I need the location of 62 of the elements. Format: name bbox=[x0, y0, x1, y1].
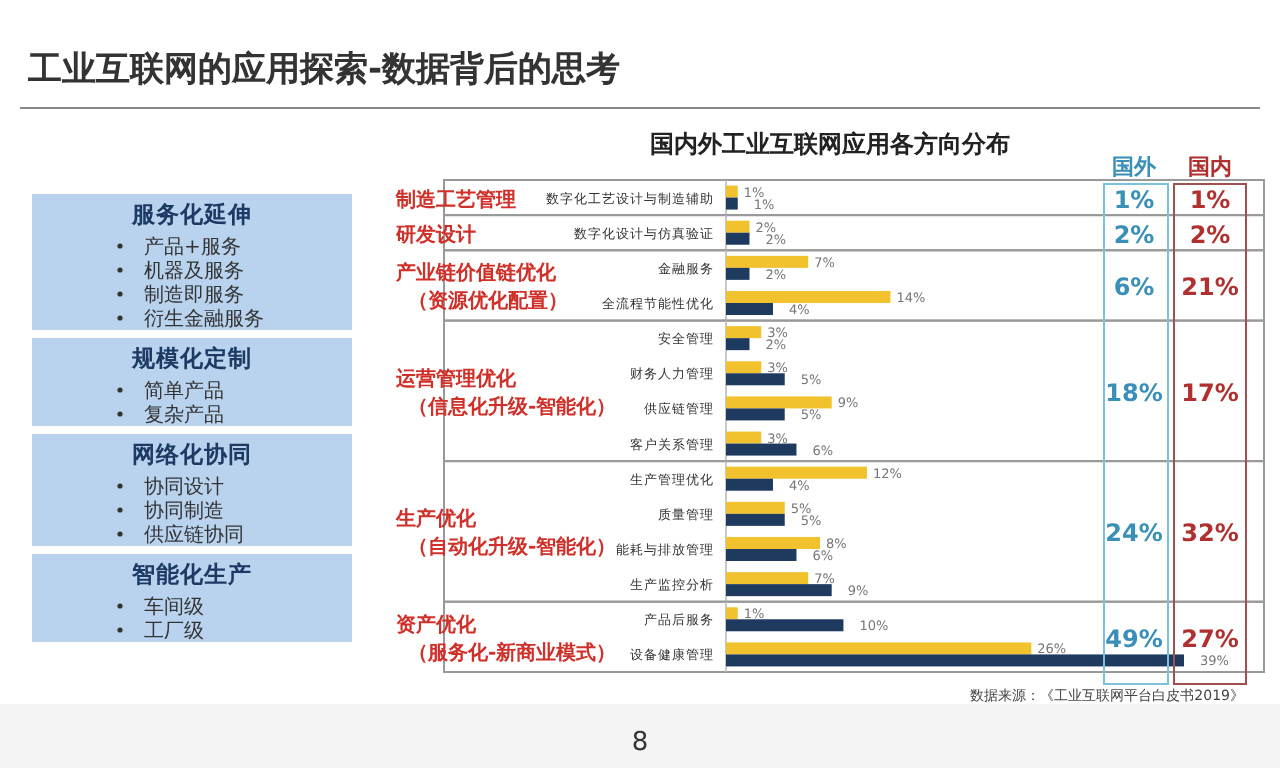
text: 17% bbox=[1181, 378, 1239, 407]
bar bbox=[726, 255, 809, 268]
bar bbox=[726, 291, 891, 303]
text: 24% bbox=[1105, 519, 1163, 548]
text: 复杂产品 bbox=[144, 403, 224, 427]
text: 国外 bbox=[1112, 154, 1158, 180]
text: 产品+服务 bbox=[144, 235, 241, 259]
y-axis-title: 资产优化（服务化-新商业模式） bbox=[396, 612, 617, 665]
y-axis-title: 运营管理优化（信息化升级-智能化） bbox=[394, 366, 617, 419]
text: 2% bbox=[1189, 220, 1231, 249]
text: 国内外工业互联网应用各方向分布 bbox=[650, 130, 1010, 158]
text: 21% bbox=[1181, 273, 1239, 302]
text: 国内 bbox=[1188, 154, 1232, 180]
bar bbox=[726, 607, 738, 620]
text: 1% bbox=[1189, 185, 1231, 214]
bar bbox=[726, 501, 785, 514]
text: 6% bbox=[1113, 273, 1155, 302]
annotation: 49% bbox=[1105, 624, 1163, 653]
text: 8 bbox=[631, 728, 649, 758]
bar bbox=[726, 549, 797, 561]
bar bbox=[726, 361, 762, 374]
text: 简单产品 bbox=[144, 379, 224, 403]
bar bbox=[726, 478, 773, 491]
bar bbox=[726, 642, 1032, 655]
bar bbox=[726, 654, 1184, 667]
text: 车间级 bbox=[144, 595, 204, 619]
text: 智能化生产 bbox=[130, 560, 252, 588]
bar bbox=[726, 431, 762, 444]
text: 供应链协同 bbox=[144, 523, 244, 547]
bar bbox=[726, 466, 867, 479]
text: 机器及服务 bbox=[144, 259, 244, 283]
bar bbox=[726, 326, 762, 339]
bar bbox=[726, 537, 820, 549]
y-axis-title: 研发设计 bbox=[394, 222, 476, 247]
bar bbox=[726, 303, 773, 315]
text: 网络化协同 bbox=[132, 440, 252, 468]
annotation: 27% bbox=[1181, 624, 1239, 653]
bar bbox=[726, 513, 785, 526]
bar bbox=[726, 408, 785, 421]
bar bbox=[726, 338, 750, 351]
text: 协同制造 bbox=[144, 499, 224, 523]
text: 工业互联网的应用探索-数据背后的思考 bbox=[26, 50, 621, 90]
text: 制造即服务 bbox=[144, 283, 244, 307]
text: 工厂级 bbox=[144, 619, 204, 643]
bar bbox=[726, 572, 809, 585]
y-axis-title: 产业链价值链优化（资源优化配置） bbox=[394, 261, 568, 314]
text: 18% bbox=[1105, 378, 1163, 407]
bar bbox=[726, 443, 797, 456]
text: 32% bbox=[1181, 519, 1239, 548]
bar bbox=[726, 396, 832, 409]
text: 规模化定制 bbox=[130, 344, 252, 372]
text: 衍生金融服务 bbox=[144, 307, 264, 331]
bar bbox=[726, 267, 750, 280]
text: 1% bbox=[1113, 185, 1155, 214]
bar bbox=[726, 619, 844, 632]
bar bbox=[726, 584, 832, 597]
text: 服务化延伸 bbox=[130, 200, 252, 228]
y-axis-title: 制造工艺管理 bbox=[394, 187, 516, 212]
bar bbox=[726, 373, 785, 386]
text: 协同设计 bbox=[144, 475, 224, 499]
y-axis-title: 生产优化（自动化升级-智能化） bbox=[394, 507, 617, 560]
text: 2% bbox=[1113, 220, 1155, 249]
